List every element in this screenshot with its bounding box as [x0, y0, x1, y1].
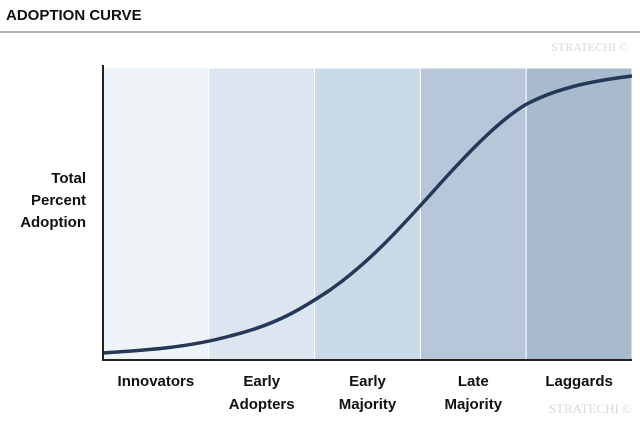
title: ADOPTION CURVE — [6, 7, 142, 24]
watermark: STRATECHI © — [549, 401, 632, 416]
stage-label: Early — [349, 373, 386, 390]
stage-label: Majority — [445, 396, 503, 413]
stage-label: Innovators — [118, 373, 195, 390]
stage-label: Majority — [339, 396, 397, 413]
y-label-line: Percent — [31, 192, 86, 209]
stage-band — [525, 67, 633, 361]
watermark: STRATECHI © — [551, 40, 628, 54]
stage-label: Early — [243, 373, 280, 390]
stage-label: Laggards — [545, 373, 613, 390]
stage-band — [102, 67, 210, 361]
stage-band — [419, 67, 527, 361]
stage-band — [208, 67, 316, 361]
adoption-curve — [102, 74, 633, 355]
y-label-line: Total — [51, 170, 86, 187]
stage-labels: Innovators Early Adopters Early Majority Late… — [118, 373, 613, 413]
y-axis-label: Total Percent Adoption — [20, 170, 86, 231]
y-label-line: Adoption — [20, 214, 86, 231]
bands — [102, 67, 633, 361]
stage-band — [314, 67, 421, 361]
stage-label: Late — [458, 373, 489, 390]
stage-label: Adopters — [229, 396, 295, 413]
